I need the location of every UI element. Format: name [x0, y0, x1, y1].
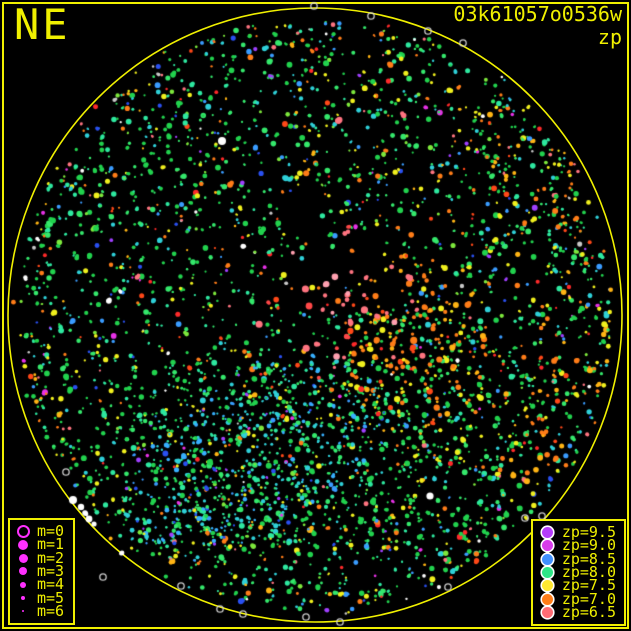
title-block: 03k61057o0536w zp [453, 3, 622, 49]
legend-zp-row: zp=8.5 [541, 549, 616, 568]
legend-zp-row: zp=6.5 [541, 602, 616, 621]
legend-magnitude-row: m=2 [16, 548, 65, 567]
zp-symbol-wrap [541, 527, 555, 539]
legend-label: m=3 [37, 561, 65, 580]
magnitude-1-symbol [18, 539, 28, 550]
value-label: zp [597, 25, 622, 49]
zp-symbol-wrap [541, 566, 555, 578]
legend-label: m=0 [37, 522, 65, 541]
plate-title: 03k61057o0536w [453, 2, 622, 26]
magnitude-6-symbol [22, 610, 24, 613]
legend-label: zp=7.0 [561, 589, 616, 608]
legend-label: zp=8.5 [561, 549, 616, 568]
magnitude-symbol-wrap [16, 610, 30, 613]
legend-magnitude-row: m=3 [16, 561, 65, 580]
magnitude-2-symbol [18, 553, 28, 563]
legend-label: m=4 [37, 575, 65, 594]
legend-label: m=1 [37, 535, 65, 554]
legend-label: zp=9.0 [561, 536, 616, 555]
legend-zp-row: zp=8.0 [541, 562, 616, 581]
magnitude-legend: m=0 m=1 m=2 m=3 m=4 m=5 m=6 [8, 517, 76, 625]
legend-label: zp=9.5 [561, 523, 616, 542]
magnitude-symbol-wrap [16, 525, 30, 539]
magnitude-symbol-wrap [16, 553, 30, 563]
legend-magnitude-row: m=0 [16, 522, 65, 541]
orientation-label: NE [14, 0, 71, 49]
magnitude-symbol-wrap [16, 539, 30, 550]
magnitude-symbol-wrap [16, 596, 30, 601]
zp-8.5-symbol [542, 553, 554, 565]
magnitude-3-symbol [19, 567, 27, 576]
legend-zp-row: zp=7.5 [541, 576, 616, 595]
legend-label: zp=7.5 [561, 576, 616, 595]
magnitude-5-symbol [21, 596, 25, 601]
legend-magnitude-row: m=5 [16, 588, 65, 607]
zp-symbol-wrap [541, 593, 555, 605]
legend-label: zp=8.0 [561, 562, 616, 581]
legend-label: m=2 [37, 548, 65, 567]
zeropoint-legend: zp=9.5 zp=9.0 zp=8.5 zp=8.0 zp=7.5 zp=7.… [530, 518, 626, 626]
legend-zp-row: zp=9.0 [541, 536, 616, 555]
zp-6.5-symbol [542, 606, 554, 618]
legend-zp-row: zp=7.0 [541, 589, 616, 608]
zp-7.0-symbol [542, 593, 554, 605]
legend-magnitude-row: m=6 [16, 601, 65, 620]
legend-magnitude-row: m=1 [16, 535, 65, 554]
zp-symbol-wrap [541, 580, 555, 592]
zp-9.0-symbol [542, 540, 554, 552]
legend-label: m=6 [37, 601, 65, 620]
zp-7.5-symbol [542, 580, 554, 592]
magnitude-4-symbol [20, 581, 26, 588]
legend-label: m=5 [37, 588, 65, 607]
zp-8.0-symbol [542, 566, 554, 578]
magnitude-0-symbol [16, 525, 30, 539]
zp-symbol-wrap [541, 553, 555, 565]
zp-symbol-wrap [541, 606, 555, 618]
zp-symbol-wrap [541, 540, 555, 552]
legend-magnitude-row: m=4 [16, 575, 65, 594]
magnitude-symbol-wrap [16, 567, 30, 576]
legend-label: zp=6.5 [561, 602, 616, 621]
magnitude-symbol-wrap [16, 581, 30, 588]
zp-9.5-symbol [542, 527, 554, 539]
legend-zp-row: zp=9.5 [541, 523, 616, 542]
